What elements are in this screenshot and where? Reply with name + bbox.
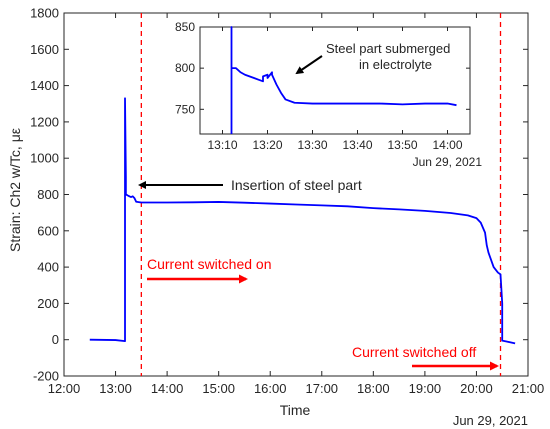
inset-series bbox=[230, 26, 457, 134]
y-tick-label: -200 bbox=[33, 369, 59, 384]
current-off-annotation: Current switched off bbox=[352, 344, 499, 371]
current-switch-lines bbox=[140, 13, 502, 376]
x-tick-label: 12:00 bbox=[48, 381, 81, 396]
inset-x-tick-label: 13:10 bbox=[207, 138, 237, 152]
x-tick-label: 14:00 bbox=[151, 381, 184, 396]
inset-y-tick-label: 800 bbox=[175, 61, 195, 75]
main-y-ticks: -200 0 200 400 600 800 1000 1200 1400 1600 1800 bbox=[30, 6, 528, 384]
y-tick-label: 200 bbox=[37, 296, 59, 311]
x-tick-label: 19:00 bbox=[409, 381, 442, 396]
x-tick-label: 13:00 bbox=[99, 381, 132, 396]
x-tick-label: 20:00 bbox=[460, 381, 493, 396]
insertion-label: Insertion of steel part bbox=[231, 177, 362, 193]
inset-x-tick-label: 13:20 bbox=[252, 138, 282, 152]
x-tick-label: 16:00 bbox=[254, 381, 287, 396]
inset-x-tick-label: 13:50 bbox=[387, 138, 417, 152]
y-tick-label: 600 bbox=[37, 223, 59, 238]
y-tick-label: 1200 bbox=[30, 114, 59, 129]
main-x-ticks: 12:00 13:00 14:00 15:00 16:00 17:00 18:00 19:00… bbox=[48, 13, 545, 396]
current-on-label: Current switched on bbox=[147, 256, 272, 272]
inset-x-date-label: Jun 29, 2021 bbox=[413, 155, 483, 169]
y-tick-label: 400 bbox=[37, 260, 59, 275]
inset-y-ticks: 750 800 850 bbox=[175, 20, 470, 116]
y-tick-label: 1400 bbox=[30, 78, 59, 93]
main-series bbox=[89, 97, 516, 345]
inset-y-tick-label: 850 bbox=[175, 20, 195, 34]
current-off-label: Current switched off bbox=[352, 344, 476, 360]
inset-plot-area bbox=[199, 26, 471, 135]
inset-axes-box bbox=[199, 26, 471, 135]
x-tick-label: 17:00 bbox=[306, 381, 339, 396]
y-tick-label: 800 bbox=[37, 187, 59, 202]
y-tick-label: 1600 bbox=[30, 42, 59, 57]
insertion-annotation: Insertion of steel part bbox=[138, 177, 362, 193]
x-axis-date-label: Jun 29, 2021 bbox=[453, 413, 528, 428]
inset-x-tick-label: 13:30 bbox=[297, 138, 327, 152]
inset-x-tick-label: 13:40 bbox=[342, 138, 372, 152]
submerged-annotation: Steel part submerged in electrolyte bbox=[295, 41, 450, 75]
x-axis-label: Time bbox=[280, 402, 311, 418]
y-axis-label: Strain: Ch2 w/Tc, με bbox=[7, 128, 23, 252]
x-tick-label: 15:00 bbox=[202, 381, 235, 396]
inset-series-line bbox=[230, 26, 457, 134]
x-tick-label: 21:00 bbox=[512, 381, 545, 396]
inset-y-tick-label: 750 bbox=[175, 102, 195, 116]
y-tick-label: 1000 bbox=[30, 151, 59, 166]
submerged-label-line2: in electrolyte bbox=[359, 57, 432, 72]
submerged-label-line1: Steel part submerged bbox=[326, 41, 450, 56]
strain-series-line bbox=[89, 97, 516, 345]
y-tick-label: 0 bbox=[52, 332, 59, 347]
inset-x-ticks: 13:10 13:20 13:30 13:40 13:50 14:00 bbox=[207, 27, 463, 152]
submerged-arrow bbox=[295, 55, 323, 75]
inset-x-tick-label: 14:00 bbox=[432, 138, 462, 152]
current-on-annotation: Current switched on bbox=[147, 256, 272, 284]
y-tick-label: 1800 bbox=[30, 6, 59, 21]
x-tick-label: 18:00 bbox=[357, 381, 390, 396]
